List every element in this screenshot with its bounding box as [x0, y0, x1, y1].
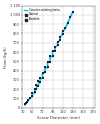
Point [27, 101, 28, 103]
Point [38, 85, 39, 87]
Point [44, 66, 46, 68]
Point [62, 30, 63, 32]
Point [44, 71, 46, 73]
Point [69, 16, 71, 18]
Point [62, 33, 63, 35]
Point [47, 66, 48, 68]
Point [24, 103, 26, 105]
Point [34, 88, 36, 90]
Point [32, 95, 33, 97]
Point [54, 46, 56, 48]
Point [52, 55, 53, 57]
X-axis label: Screw Diameter (mm): Screw Diameter (mm) [37, 116, 80, 120]
Point [49, 55, 51, 57]
Point [32, 92, 33, 94]
Point [54, 50, 56, 52]
Point [28, 99, 29, 101]
Point [57, 44, 58, 46]
Point [47, 61, 48, 63]
Point [38, 80, 39, 82]
Point [39, 78, 41, 79]
Point [59, 39, 61, 41]
Point [42, 72, 43, 74]
Y-axis label: Flow (kg/h): Flow (kg/h) [4, 46, 8, 68]
Point [36, 88, 37, 90]
Legend: Counter-rotating twins, Conical, Parallele: Counter-rotating twins, Conical, Paralle… [24, 7, 60, 22]
Point [64, 27, 66, 29]
Point [29, 97, 31, 99]
Point [52, 50, 53, 52]
Point [34, 91, 36, 93]
Point [26, 102, 27, 104]
Point [72, 11, 73, 13]
Point [42, 77, 43, 78]
Point [57, 41, 58, 43]
Point [39, 81, 41, 83]
Point [36, 84, 37, 86]
Point [59, 36, 61, 38]
Point [67, 22, 68, 24]
Point [49, 61, 51, 63]
